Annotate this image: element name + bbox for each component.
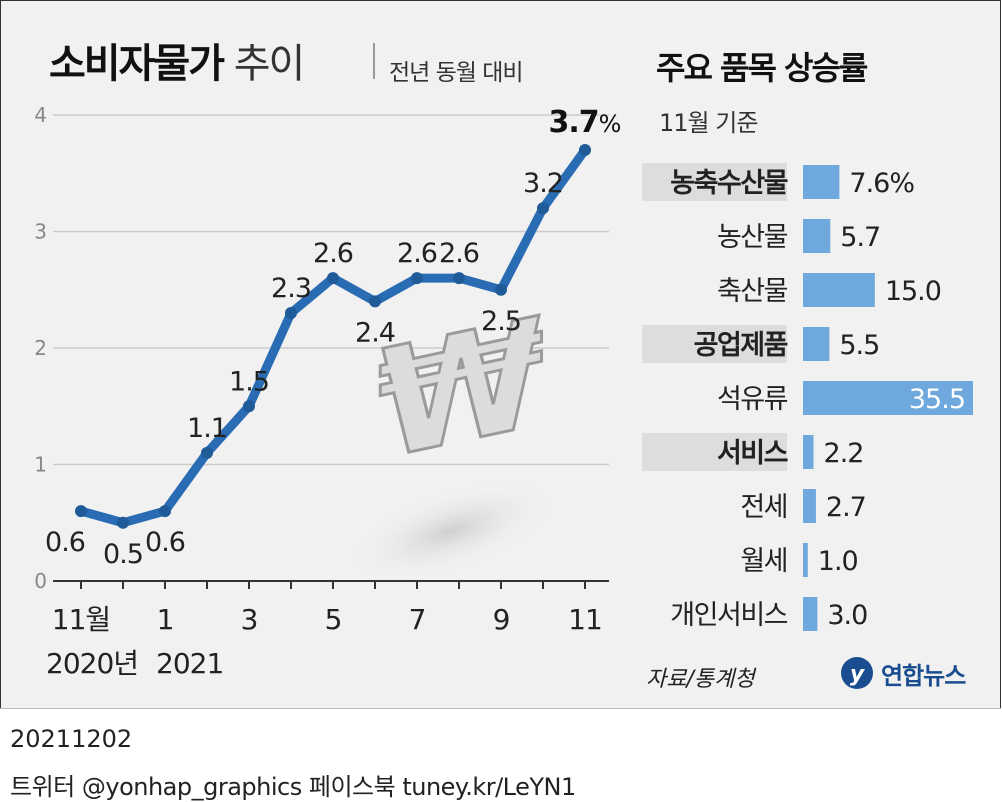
- data-label: 0.5: [103, 539, 143, 570]
- bar: [803, 489, 816, 523]
- category-header-bg: [642, 325, 787, 363]
- data-label: 1.5: [229, 366, 269, 397]
- x-tick-label: 11월: [52, 603, 110, 636]
- line-series: 0.6 0.5 0.61.11.52.32.62.42.6 2.62.53.23.7%: [45, 105, 621, 570]
- bar: [803, 435, 814, 469]
- bar-category-label: 서비스: [717, 438, 788, 469]
- data-label: 0.6: [45, 527, 85, 558]
- data-point: [495, 283, 507, 296]
- bar-category-label: 전세: [740, 492, 787, 523]
- bar-value-label: 7.6%: [849, 168, 914, 199]
- x-tick-label: 5: [325, 603, 342, 636]
- bar: [803, 273, 875, 307]
- bar: [803, 165, 840, 199]
- year-label: 2020년: [46, 647, 138, 680]
- data-point: [537, 202, 549, 215]
- yonhap-logo-text: 연합뉴스: [881, 661, 966, 690]
- bar-value-label: 2.7: [826, 492, 866, 523]
- bar-category-label: 축산물: [717, 276, 788, 307]
- category-header-bg: [642, 163, 787, 201]
- bar-category-label: 개인서비스: [670, 600, 787, 631]
- data-label: 2.6: [439, 238, 479, 269]
- data-label: 1.1: [187, 413, 227, 444]
- data-point: [75, 505, 87, 518]
- chart-title-light: 추이: [223, 41, 306, 87]
- category-header-bg: [642, 433, 787, 471]
- data-label: 2.6: [397, 238, 437, 269]
- bar-value-label: 3.0: [827, 600, 867, 631]
- yonhap-logo: y 연합뉴스: [839, 653, 966, 693]
- line-chart-grid: 0 1 2 3 4 11월 1 3 5 7 9 11 2020년 2021: [34, 103, 609, 680]
- data-point: [117, 516, 129, 529]
- x-tick-label: 9: [493, 603, 510, 636]
- bar-chart-subtitle: 11월 기준: [659, 109, 758, 137]
- y-tick-label: 0: [34, 569, 47, 593]
- data-label: 2.6: [313, 238, 353, 269]
- bar-value-label: 5.5: [839, 330, 879, 361]
- bar-value-label: 35.5: [909, 384, 965, 415]
- bar-value-label: 5.7: [840, 222, 880, 253]
- bar: [803, 327, 830, 361]
- y-tick-label: 3: [34, 220, 47, 244]
- bar-category-label: 공업제품: [694, 330, 788, 361]
- year-label: 2021: [156, 647, 223, 680]
- data-point: [285, 307, 297, 320]
- bar-value-label: 2.2: [824, 438, 864, 469]
- data-point: [579, 143, 591, 156]
- footer: 20211202 트위터 @yonhap_graphics 페이스북 tuney…: [0, 708, 1001, 801]
- x-tick-label: 7: [409, 603, 426, 636]
- y-tick-label: 2: [34, 336, 47, 360]
- bar-category-label: 석유류: [717, 384, 788, 415]
- source-note: 자료/통계청: [646, 667, 755, 692]
- bar-series: 농축수산물 7.6% 농산물 5.7 축산물 15.0 공업제품 5.5 석유류 35.5 서비스 2…: [642, 163, 973, 631]
- bar: [803, 219, 831, 253]
- data-label-last: 3.7%: [549, 105, 622, 140]
- bar-value-label: 1.0: [818, 546, 858, 577]
- data-point: [201, 446, 213, 459]
- bar-category-label: 농산물: [717, 222, 788, 253]
- svg-text:₩: ₩: [378, 284, 543, 494]
- won-sign-icon: ₩: [345, 282, 557, 583]
- svg-text:y: y: [850, 662, 866, 687]
- chart-title-main: 소비자물가: [49, 41, 225, 87]
- bar-chart-title: 주요 품목 상승률: [656, 49, 868, 87]
- y-tick-label: 1: [34, 453, 47, 477]
- data-label: 2.5: [481, 306, 521, 337]
- x-tick-label: 11: [568, 603, 602, 636]
- y-tick-label: 4: [34, 103, 47, 127]
- bar-value-label: 15.0: [885, 276, 941, 307]
- data-label: 2.4: [355, 317, 395, 348]
- x-tick-label: 1: [157, 603, 174, 636]
- chart-subtitle: 전년 동월 대비: [389, 60, 524, 86]
- x-tick-label: 3: [241, 603, 258, 636]
- data-label: 0.6: [145, 527, 185, 558]
- data-point: [243, 400, 255, 413]
- data-label: 3.2: [523, 168, 563, 199]
- footer-social: 트위터 @yonhap_graphics 페이스북 tuney.kr/LeYN1: [10, 773, 576, 801]
- bar-category-label: 월세: [740, 546, 787, 577]
- bar: [803, 381, 973, 415]
- bar-category-label: 농축수산물: [670, 168, 787, 199]
- footer-date: 20211202: [10, 725, 133, 753]
- bar: [803, 597, 818, 631]
- data-label: 2.3: [271, 273, 311, 304]
- data-point: [411, 272, 423, 285]
- data-point: [369, 295, 381, 308]
- yonhap-logo-icon: y: [841, 657, 873, 689]
- data-point: [453, 272, 465, 285]
- title-separator: [373, 43, 375, 79]
- data-point: [159, 505, 171, 518]
- chart-title: 소비자물가 추이: [49, 31, 306, 89]
- bar: [803, 543, 808, 577]
- data-point: [327, 272, 339, 285]
